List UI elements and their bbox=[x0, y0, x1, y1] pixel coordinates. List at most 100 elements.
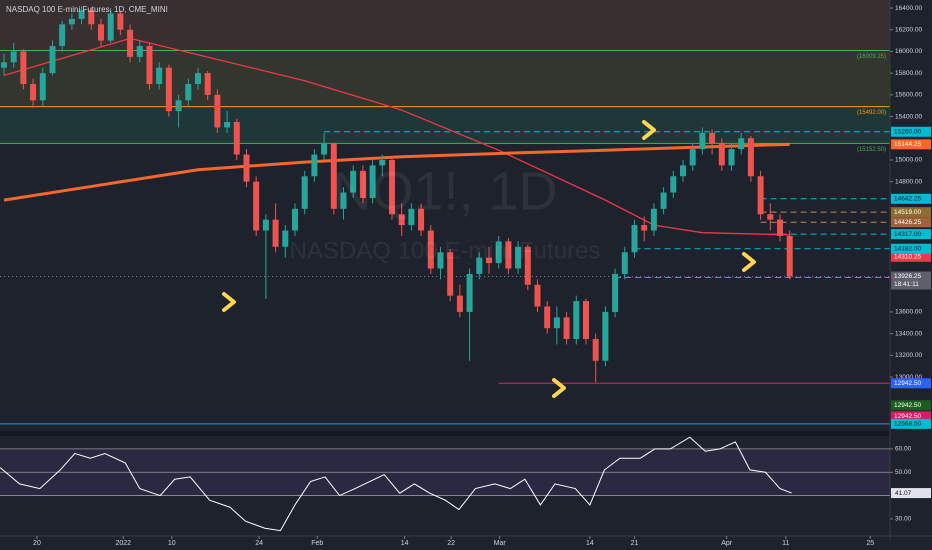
zone bbox=[0, 50, 890, 107]
candle-body bbox=[243, 154, 250, 182]
price-tag-label: 12942.50 bbox=[894, 380, 921, 387]
watermark-symbol: NQ1!, 1D bbox=[332, 161, 557, 221]
x-tick-label: 22 bbox=[447, 540, 455, 547]
price-tag-label: 14426.25 bbox=[894, 219, 921, 226]
candle-body bbox=[650, 208, 657, 231]
candle-body bbox=[466, 273, 473, 312]
candle-body bbox=[728, 149, 735, 166]
candle-body bbox=[786, 235, 793, 277]
moving-average bbox=[3, 142, 790, 202]
candle-body bbox=[699, 132, 706, 150]
candle-body bbox=[39, 73, 46, 101]
candle-body bbox=[776, 219, 783, 236]
candle-body bbox=[224, 121, 231, 128]
candle-body bbox=[767, 214, 774, 220]
candle-body bbox=[78, 10, 85, 19]
y-tick-label: 16200.00 bbox=[895, 26, 922, 33]
candle-body bbox=[156, 67, 163, 85]
x-tick-label: 14 bbox=[401, 540, 409, 547]
candle-body bbox=[359, 170, 366, 198]
candle-body bbox=[476, 257, 483, 274]
rsi-tag-label: 41.07 bbox=[895, 490, 912, 497]
candle-body bbox=[582, 301, 589, 340]
candle-body bbox=[427, 230, 434, 269]
level-label: (16009.25) bbox=[857, 54, 886, 60]
candle-body bbox=[689, 149, 696, 166]
candle-body bbox=[88, 10, 95, 25]
candle-body bbox=[330, 143, 337, 209]
price-tag-label: 12942.50 bbox=[894, 402, 921, 409]
candle-body bbox=[563, 317, 570, 340]
x-tick-label: 24 bbox=[255, 540, 263, 547]
y-tick-label: 15800.00 bbox=[895, 70, 922, 77]
rsi-y-tick-label: 50.00 bbox=[895, 469, 912, 476]
price-tag bbox=[891, 378, 931, 389]
x-tick-label: 25 bbox=[866, 540, 874, 547]
candle-body bbox=[20, 51, 27, 85]
y-tick-label: 13400.00 bbox=[895, 330, 922, 337]
candle-body bbox=[602, 311, 609, 361]
candle-body bbox=[757, 176, 764, 215]
price-tag-label: 14519.00 bbox=[894, 209, 921, 216]
price-tag-label: 14182.00 bbox=[894, 245, 921, 252]
level-label: (15492.00) bbox=[857, 110, 886, 116]
candle-body bbox=[68, 18, 75, 25]
y-tick-label: 13000.00 bbox=[895, 374, 922, 381]
candle-body bbox=[340, 192, 347, 209]
arrow bbox=[222, 292, 236, 312]
candle-body bbox=[709, 132, 716, 144]
rsi-y-tick-label: 60.00 bbox=[895, 446, 912, 453]
candle-body bbox=[631, 225, 638, 253]
candle-body bbox=[544, 306, 551, 329]
candle-body bbox=[253, 181, 260, 231]
candle-body bbox=[233, 121, 240, 155]
x-tick-label: 14 bbox=[586, 540, 594, 547]
price-tag bbox=[891, 271, 931, 290]
moving-average bbox=[3, 37, 790, 236]
arrow bbox=[742, 252, 756, 272]
candle-body bbox=[175, 100, 182, 112]
price-tag-label: 13926.25 bbox=[894, 273, 921, 280]
level-label: (15152.50) bbox=[857, 147, 886, 153]
annotation-arrows bbox=[222, 120, 756, 398]
price-tag-timer: 18:41:11 bbox=[894, 281, 919, 288]
candle-body bbox=[679, 165, 686, 177]
candle-body bbox=[408, 208, 415, 226]
candle-body bbox=[194, 73, 201, 85]
price-tag bbox=[891, 400, 931, 411]
price-tag bbox=[891, 193, 931, 204]
rsi-line bbox=[0, 436, 792, 532]
y-tick-label: 15400.00 bbox=[895, 113, 922, 120]
y-tick-label: 14800.00 bbox=[895, 178, 922, 185]
candle-body bbox=[107, 13, 114, 41]
candle-body bbox=[272, 219, 279, 247]
price-tag-label: 12942.50 bbox=[894, 413, 921, 420]
candle-body bbox=[165, 67, 172, 112]
x-tick-label: Feb bbox=[311, 540, 323, 547]
candle-body bbox=[592, 339, 599, 361]
x-tick-label: 10 bbox=[168, 540, 176, 547]
candle-body bbox=[418, 208, 425, 231]
candle-body bbox=[97, 24, 104, 41]
y-tick-label: 13200.00 bbox=[895, 352, 922, 359]
price-tag-label: 15260.00 bbox=[894, 128, 921, 135]
price-tag bbox=[891, 207, 931, 218]
y-tick-label: 16000.00 bbox=[895, 48, 922, 55]
candle-body bbox=[10, 51, 17, 63]
candle-body bbox=[301, 176, 308, 209]
candle-body bbox=[262, 219, 269, 231]
candle-body bbox=[670, 176, 677, 193]
y-tick-label: 16400.00 bbox=[895, 5, 922, 12]
candle-body bbox=[485, 257, 492, 264]
candle-body bbox=[447, 252, 454, 296]
y-tick-label: 15600.00 bbox=[895, 92, 922, 99]
price-tag-label: 12568.50 bbox=[894, 421, 921, 428]
x-tick-label: 11 bbox=[782, 540, 789, 547]
rsi-tag bbox=[891, 488, 931, 499]
candle-body bbox=[747, 138, 754, 177]
zone bbox=[0, 0, 890, 51]
candle-body bbox=[214, 94, 221, 128]
candle-body bbox=[49, 46, 56, 74]
